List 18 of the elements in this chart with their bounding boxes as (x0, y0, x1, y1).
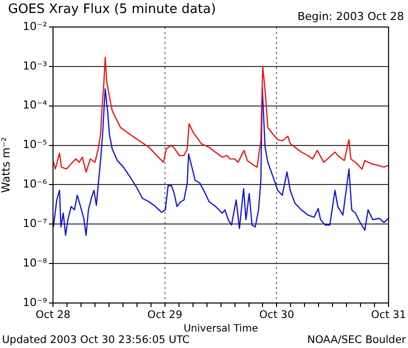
x-tick-label: Oct 28 (36, 309, 70, 322)
chart-subtitle: Begin: 2003 Oct 28 (297, 10, 404, 23)
y-tick-label: 10⁻² (22, 20, 47, 33)
y-tick-label: 10⁻⁴ (22, 98, 48, 112)
x-tick-label: Oct 30 (259, 309, 294, 322)
x-tick-label: Oct 29 (147, 309, 182, 322)
x-tick-label: Oct 31 (371, 309, 406, 322)
y-tick-label: 10⁻⁵ (22, 138, 47, 152)
y-tick-label: 10⁻³ (22, 59, 47, 72)
y-tick-label: 10⁻⁶ (22, 178, 48, 191)
chart-title: GOES Xray Flux (5 minute data) (8, 2, 216, 17)
text: Updated 2003 Oct 30 23:56:05 UTC (2, 334, 190, 346)
y-tick-label: 10⁻⁸ (22, 256, 48, 270)
y-axis-title: Watts m⁻² (0, 137, 12, 193)
x-axis-title: Universal Time (184, 324, 258, 335)
y-tick-label: 10⁻⁷ (22, 217, 47, 230)
text: NOAA/SEC Boulder (307, 334, 406, 346)
y-tick-label: 10⁻⁹ (22, 296, 47, 309)
